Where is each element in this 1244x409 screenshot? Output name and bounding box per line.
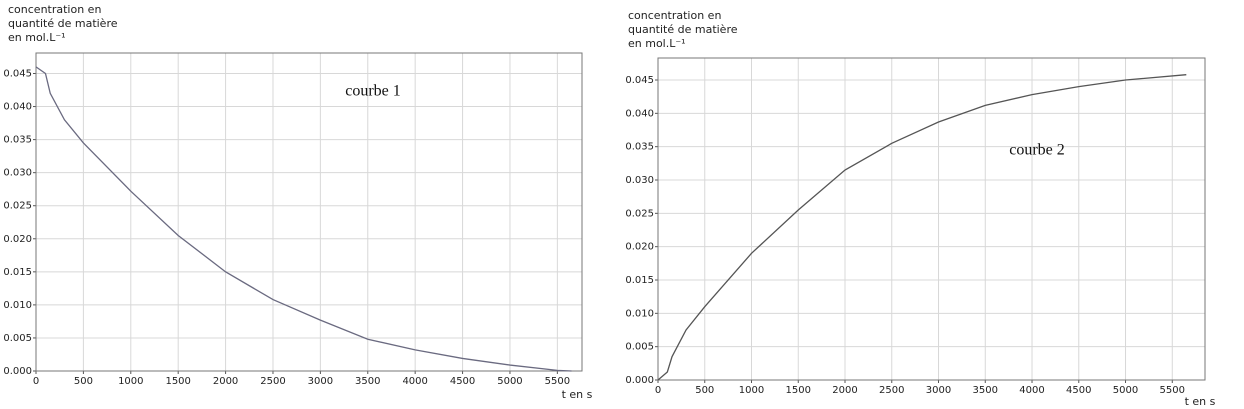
y-tick-label: 0.005 bbox=[3, 333, 32, 344]
y-axis-label: en mol.L⁻¹ bbox=[8, 31, 66, 44]
x-tick-label: 2000 bbox=[832, 385, 857, 396]
y-tick-label: 0.035 bbox=[3, 135, 32, 146]
x-tick-label: 3500 bbox=[973, 385, 998, 396]
y-tick-label: 0.010 bbox=[625, 308, 654, 319]
x-tick-label: 4000 bbox=[402, 376, 427, 387]
annotation: courbe 2 bbox=[1009, 142, 1065, 159]
y-tick-label: 0.025 bbox=[625, 208, 654, 219]
x-tick-label: 0 bbox=[33, 376, 39, 387]
y-axis-label: concentration en bbox=[628, 9, 721, 22]
y-axis-label: quantité de matière bbox=[628, 23, 738, 36]
y-tick-label: 0.035 bbox=[625, 142, 654, 153]
y-tick-label: 0.015 bbox=[625, 275, 654, 286]
y-tick-label: 0.045 bbox=[625, 75, 654, 86]
x-axis-label: t en s bbox=[1185, 395, 1216, 408]
plot-frame bbox=[657, 57, 1206, 381]
y-tick-label: 0.015 bbox=[3, 267, 32, 278]
y-tick-label: 0.025 bbox=[3, 201, 32, 212]
x-tick-label: 3000 bbox=[926, 385, 951, 396]
x-tick-label: 4500 bbox=[1066, 385, 1091, 396]
x-tick-label: 1000 bbox=[739, 385, 764, 396]
y-tick-label: 0.045 bbox=[3, 68, 32, 79]
y-tick-label: 0.005 bbox=[625, 342, 654, 353]
y-tick-label: 0.010 bbox=[3, 300, 32, 311]
x-tick-label: 5500 bbox=[1160, 385, 1185, 396]
y-tick-label: 0.040 bbox=[3, 102, 32, 113]
y-axis-label: quantité de matière bbox=[8, 17, 118, 30]
annotation: courbe 1 bbox=[345, 83, 401, 100]
y-axis-label: concentration en bbox=[8, 3, 101, 16]
x-tick-label: 500 bbox=[695, 385, 714, 396]
x-tick-label: 2000 bbox=[213, 376, 238, 387]
y-tick-label: 0.000 bbox=[3, 366, 32, 377]
y-tick-label: 0.000 bbox=[625, 375, 654, 386]
x-tick-label: 500 bbox=[74, 376, 93, 387]
x-tick-label: 4500 bbox=[450, 376, 475, 387]
y-tick-label: 0.020 bbox=[625, 242, 654, 253]
x-tick-label: 5000 bbox=[497, 376, 522, 387]
x-tick-label: 2500 bbox=[879, 385, 904, 396]
x-tick-label: 1500 bbox=[786, 385, 811, 396]
x-tick-label: 3000 bbox=[308, 376, 333, 387]
y-tick-label: 0.030 bbox=[3, 168, 32, 179]
x-tick-label: 0 bbox=[655, 385, 661, 396]
x-tick-label: 1500 bbox=[165, 376, 190, 387]
x-tick-label: 5500 bbox=[545, 376, 570, 387]
y-axis-label: en mol.L⁻¹ bbox=[628, 37, 686, 50]
data-line bbox=[657, 74, 1187, 381]
y-tick-label: 0.040 bbox=[625, 108, 654, 119]
x-tick-label: 2500 bbox=[260, 376, 285, 387]
plot-frame bbox=[35, 52, 583, 372]
x-tick-label: 1000 bbox=[118, 376, 143, 387]
data-line bbox=[35, 66, 572, 372]
y-tick-label: 0.030 bbox=[625, 175, 654, 186]
x-tick-label: 3500 bbox=[355, 376, 380, 387]
x-tick-label: 5000 bbox=[1113, 385, 1138, 396]
y-tick-label: 0.020 bbox=[3, 234, 32, 245]
x-axis-label: t en s bbox=[562, 388, 593, 401]
x-tick-label: 4000 bbox=[1019, 385, 1044, 396]
